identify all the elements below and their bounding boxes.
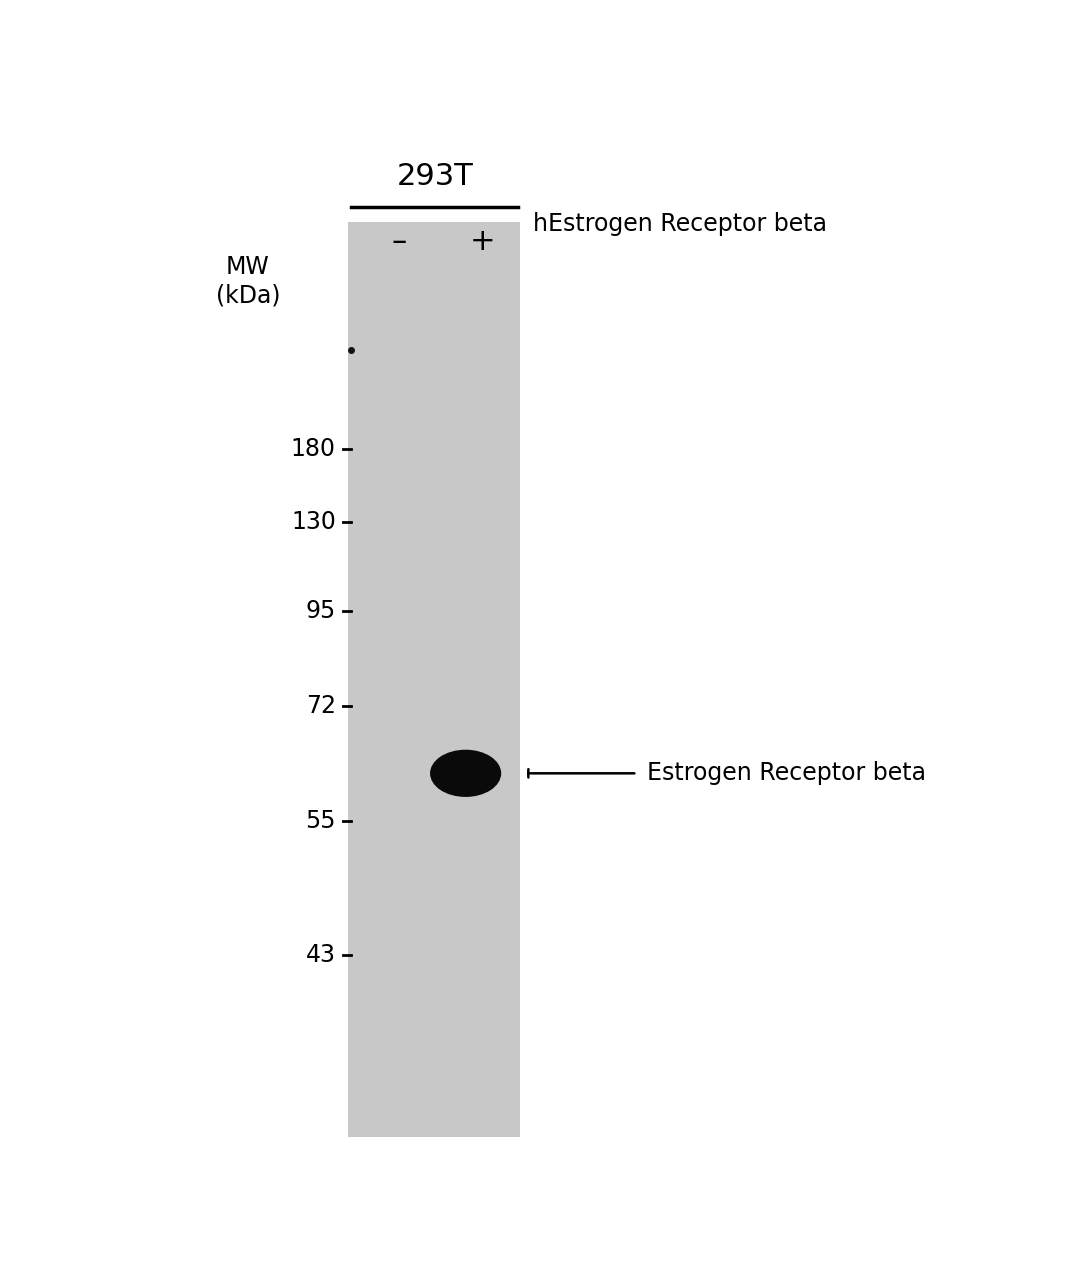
Text: MW
(kDa): MW (kDa) [216, 256, 280, 307]
Text: 180: 180 [291, 437, 336, 460]
Text: 43: 43 [306, 943, 336, 967]
Text: hEstrogen Receptor beta: hEstrogen Receptor beta [532, 212, 826, 236]
Text: 72: 72 [306, 694, 336, 718]
Text: +: + [470, 227, 495, 257]
Text: 95: 95 [306, 599, 336, 622]
Text: 130: 130 [291, 510, 336, 534]
Text: –: – [391, 227, 406, 257]
FancyBboxPatch shape [349, 222, 521, 1137]
Ellipse shape [430, 750, 501, 797]
Text: 293T: 293T [396, 162, 473, 190]
Text: Estrogen Receptor beta: Estrogen Receptor beta [647, 762, 927, 785]
Text: 55: 55 [306, 809, 336, 832]
